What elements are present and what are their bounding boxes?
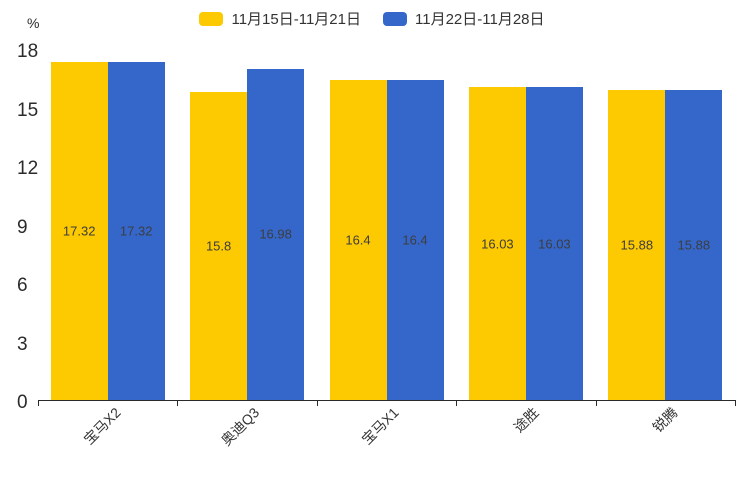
x-axis-category-label: 宝马X1 [358,404,403,448]
x-axis-tick-mark [735,401,736,406]
bar-value-label: 17.32 [62,223,96,239]
x-axis-tick-mark [316,401,318,406]
bar-value-label: 17.32 [119,223,153,239]
legend-item-week1[interactable]: 11月15日-11月21日 [199,8,361,29]
legend-label-week2: 11月22日-11月28日 [415,11,545,28]
bar-week2-2[interactable] [247,68,305,400]
bar-week1-3[interactable] [329,80,387,400]
y-axis-tick-label: 9 [17,216,28,238]
chart-legend: 11月15日-11月21日 11月22日-11月28日 [0,8,744,29]
x-axis-tick-mark [595,401,597,406]
x-axis-category-label: 奥迪Q3 [218,404,263,449]
bar-value-label: 16.98 [259,226,292,242]
bar-value-label: 15.88 [620,237,654,253]
x-axis-tick-mark [456,401,458,406]
bar-value-label: 15.8 [205,238,232,254]
y-axis-tick-label: 6 [17,275,28,296]
bar-value-label: 16.03 [538,236,571,252]
legend-label-week1: 11月15日-11月21日 [231,11,361,28]
bar-week1-5[interactable] [608,90,666,400]
bar-value-label: 16.4 [345,232,371,248]
bar-week2-4[interactable] [525,87,583,400]
legend-swatch-week2-icon [383,11,407,26]
x-axis-category-label: 锐腾 [649,404,681,436]
legend-item-week2[interactable]: 11月22日-11月28日 [383,8,545,29]
y-axis-tick-label: 12 [17,158,39,179]
x-axis-tick-mark [177,401,179,406]
bar-week1-4[interactable] [468,87,526,400]
y-axis-tick-label: 15 [17,99,39,121]
bar-week2-1[interactable] [107,62,165,400]
bar-value-label: 16.03 [481,236,514,252]
y-axis-unit-label: % [27,15,40,31]
bar-value-label: 16.4 [402,232,428,248]
legend-swatch-week1-icon [199,11,224,26]
x-axis-line [38,400,736,401]
x-axis-tick-mark [38,401,39,406]
y-axis-tick-label: 3 [17,333,28,355]
x-axis-category-label: 宝马X2 [80,404,124,448]
y-axis-tick-label: 18 [17,41,39,62]
bar-week1-1[interactable] [50,62,108,400]
bar-week2-5[interactable] [665,90,723,400]
bar-week1-2[interactable] [190,91,248,400]
bar-week2-3[interactable] [386,80,444,400]
bar-value-label: 15.88 [677,237,711,253]
y-axis-tick-label: 0 [17,392,28,413]
x-axis-category-label: 途胜 [510,404,542,436]
